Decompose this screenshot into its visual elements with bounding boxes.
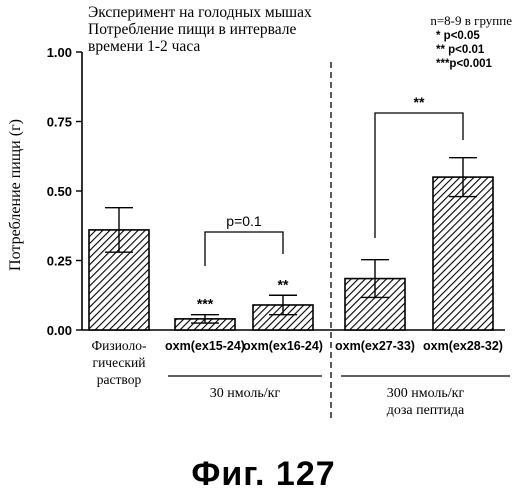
x-category-label: гический [93,355,146,370]
significance-marker: *** [197,296,214,312]
comparison-bracket [205,232,283,266]
x-category-label: oxm(ex15-24) [165,339,245,353]
x-category-label: раствор [97,372,142,387]
chart: Эксперимент на голодных мышахПотребление… [0,0,527,455]
comparison-label: p=0.1 [226,213,262,229]
legend-line: n=8-9 в группе [430,13,512,28]
bars: ***** [89,158,493,330]
annotations: p=0.1 ** [205,62,463,418]
group-label: 30 нмоль/кг [210,386,281,401]
group-label: доза пептида [387,403,465,418]
title-line: Эксперимент на голодных мышах [88,4,312,21]
y-axis-label: Потребление пищи (г) [7,119,24,271]
title-line: времени 1-2 часа [88,38,200,55]
x-axis-labels: Физиоло-гическийрастворoxm(ex15-24)oxm(e… [91,338,510,418]
legend-line: ***p<0.001 [436,58,493,70]
x-category-label: oxm(ex28-32) [423,339,503,353]
y-tick-label: 0.50 [47,184,72,199]
legend-line: ** p<0.01 [436,44,485,56]
significance-marker: ** [278,276,289,292]
significance-legend: n=8-9 в группе * p<0.05 ** p<0.01 ***p<0.00… [430,13,512,70]
y-tick-label: 1.00 [47,45,72,60]
legend-line: * p<0.05 [436,30,480,42]
x-category-label: Физиоло- [91,338,147,353]
y-tick-label: 0.25 [47,254,72,269]
bar [433,177,493,330]
group-label: 300 нмоль/кг [387,386,465,401]
x-category-label: oxm(ex27-33) [335,339,415,353]
x-category-label: oxm(ex16-24) [243,339,323,353]
title-line: Потребление пищи в интервале [88,21,297,38]
y-tick-label: 0.75 [47,115,72,130]
figure-caption: Фиг. 127 [0,455,527,494]
comparison-label: ** [414,94,425,110]
chart-title: Эксперимент на голодных мышахПотребление… [88,4,312,55]
y-axis: 0.00 0.25 0.50 0.75 1.00 Потребление пищи (г) [7,45,505,338]
y-tick-label: 0.00 [47,323,72,338]
